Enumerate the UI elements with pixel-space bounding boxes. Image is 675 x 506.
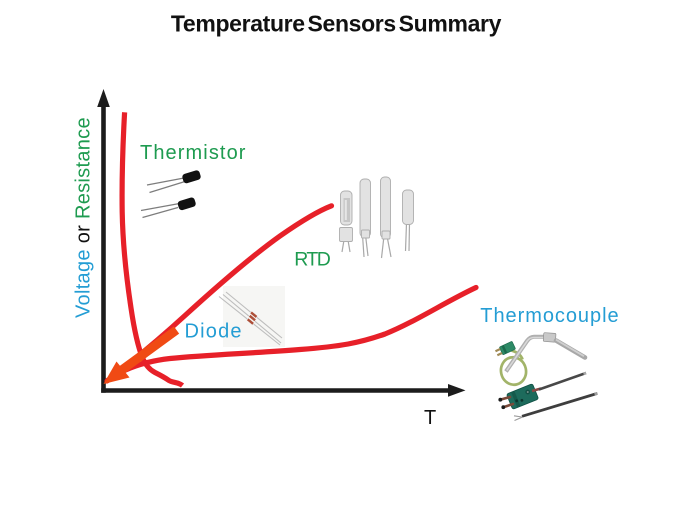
svg-text:Voltage or Resistance: Voltage or Resistance	[73, 117, 95, 318]
svg-text:T: T	[424, 407, 436, 429]
svg-text:Thermocouple: Thermocouple	[480, 305, 619, 327]
svg-text:Temperature Sensors Summary: Temperature Sensors Summary	[171, 11, 502, 37]
svg-text:Diode: Diode	[185, 320, 243, 342]
svg-text:Thermistor: Thermistor	[140, 142, 247, 164]
svg-text:RTD: RTD	[294, 248, 330, 270]
